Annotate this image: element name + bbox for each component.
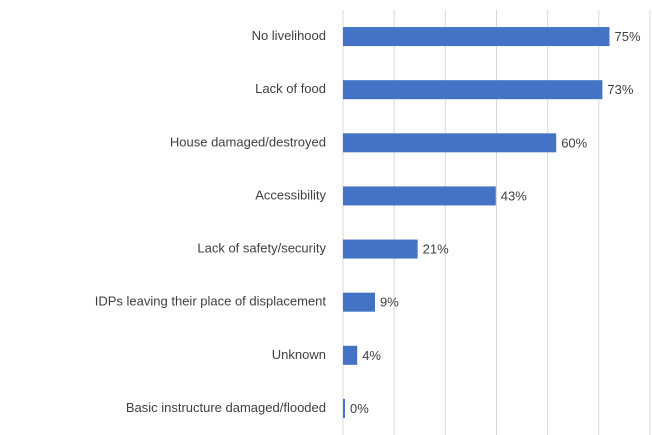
y-tick-label: No livelihood <box>252 28 326 43</box>
data-label: 4% <box>362 348 381 363</box>
y-tick-label: IDPs leaving their place of displacement <box>95 294 327 309</box>
data-label: 9% <box>380 295 399 310</box>
y-tick-label: Lack of food <box>255 81 326 96</box>
bar <box>343 186 496 206</box>
y-tick-label: House damaged/destroyed <box>170 134 326 149</box>
bar <box>343 133 557 153</box>
bar <box>343 80 603 100</box>
data-label: 21% <box>423 242 449 257</box>
y-tick-label: Accessibility <box>255 187 326 202</box>
y-tick-label: Lack of safety/security <box>197 241 326 256</box>
y-tick-label: Unknown <box>272 347 326 362</box>
bar <box>343 239 418 259</box>
data-label: 60% <box>561 135 587 150</box>
bar <box>343 292 375 312</box>
bar <box>343 27 610 47</box>
data-label: 43% <box>501 188 527 203</box>
data-label: 75% <box>614 29 640 44</box>
data-label: 0% <box>350 401 369 416</box>
data-label: 73% <box>607 82 633 97</box>
bar <box>343 345 358 365</box>
bar <box>343 398 345 418</box>
y-tick-label: Basic instructure damaged/flooded <box>126 400 326 415</box>
